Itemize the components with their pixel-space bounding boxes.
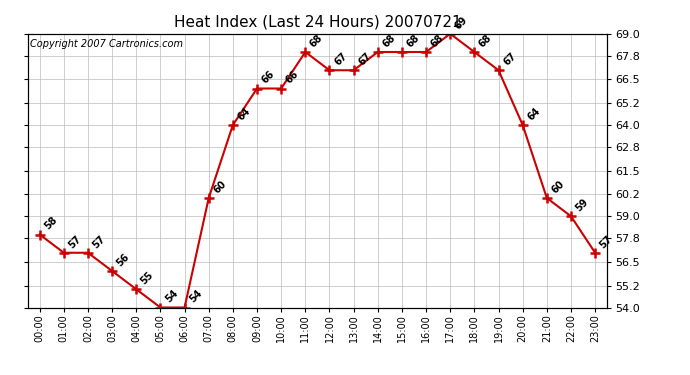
- Text: Copyright 2007 Cartronics.com: Copyright 2007 Cartronics.com: [30, 39, 184, 49]
- Text: 68: 68: [405, 33, 422, 49]
- Title: Heat Index (Last 24 Hours) 20070721: Heat Index (Last 24 Hours) 20070721: [174, 15, 461, 30]
- Text: 68: 68: [429, 33, 446, 49]
- Text: 58: 58: [43, 215, 59, 232]
- Text: 68: 68: [477, 33, 494, 49]
- Text: 57: 57: [598, 233, 615, 250]
- Text: 54: 54: [164, 288, 180, 305]
- Text: 67: 67: [357, 51, 373, 68]
- Text: 56: 56: [115, 252, 132, 268]
- Text: 69: 69: [453, 14, 470, 31]
- Text: 64: 64: [236, 106, 253, 122]
- Text: 66: 66: [284, 69, 301, 86]
- Text: 57: 57: [91, 233, 108, 250]
- Text: 67: 67: [333, 51, 349, 68]
- Text: 68: 68: [308, 33, 325, 49]
- Text: 55: 55: [139, 270, 156, 286]
- Text: 64: 64: [526, 106, 542, 122]
- Text: 67: 67: [502, 51, 518, 68]
- Text: 54: 54: [188, 288, 204, 305]
- Text: 60: 60: [550, 178, 566, 195]
- Text: 68: 68: [381, 33, 397, 49]
- Text: 60: 60: [212, 178, 228, 195]
- Text: 57: 57: [67, 233, 83, 250]
- Text: 66: 66: [260, 69, 277, 86]
- Text: 59: 59: [574, 197, 591, 213]
